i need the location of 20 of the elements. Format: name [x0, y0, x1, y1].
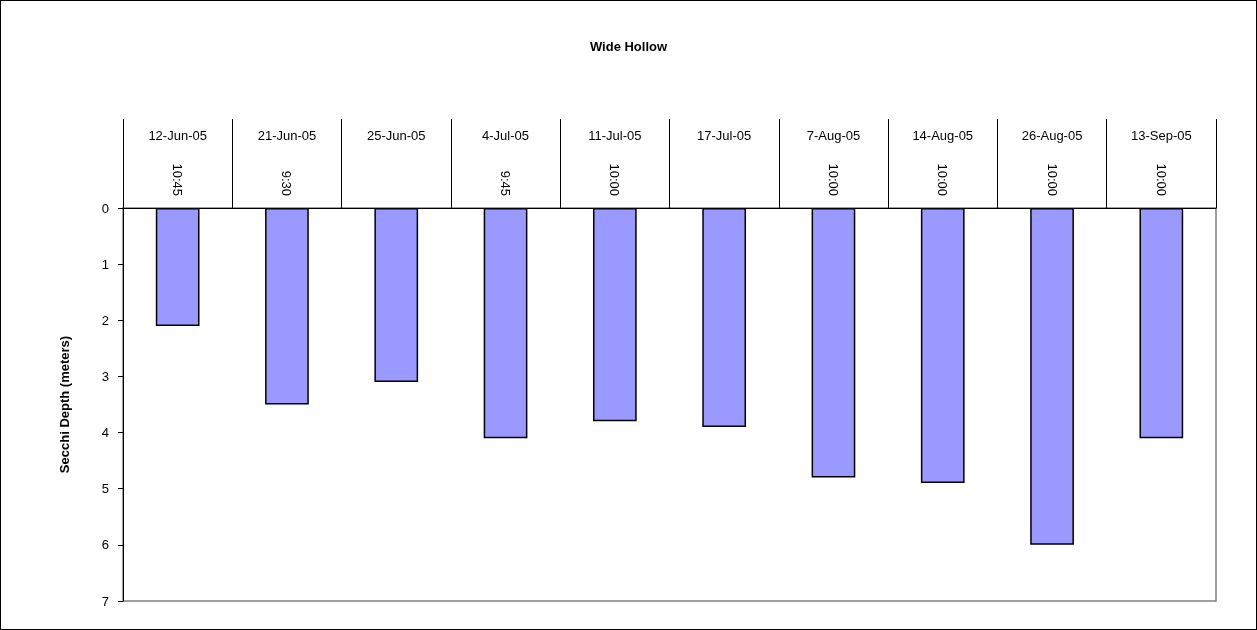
category-label: 4-Jul-05 9:45	[482, 128, 530, 196]
y-tick-label: 4	[101, 425, 109, 441]
x-tick-label: 17-Jul-05	[697, 128, 752, 143]
y-tick-label: 3	[101, 368, 109, 384]
category-label: 26-Aug-05 10:00	[1021, 128, 1083, 196]
category-label: 21-Jun-05 9:30	[257, 128, 317, 196]
x-tick-label: 25-Jun-05	[366, 128, 426, 143]
category-label: 13-Sep-05 10:00	[1130, 128, 1192, 196]
y-tick-label: 5	[101, 481, 109, 497]
y-tick-label: 0	[101, 200, 109, 216]
y-tick-label: 6	[101, 537, 109, 553]
y-tick-label: 7	[101, 593, 109, 609]
category-label: 12-Jun-05 10:45	[148, 128, 207, 196]
category-label: 11-Jul-05 10:00	[588, 128, 642, 196]
y-tick-label: 1	[101, 256, 109, 272]
y-tick-label: 2	[101, 312, 109, 328]
category-label: 14-Aug-05 10:00	[912, 128, 974, 196]
category-label: 7-Aug-05 10:00	[806, 128, 861, 196]
chart-title: Wide Hollow	[589, 39, 668, 54]
y-axis-title: Secchi Depth (meters)	[57, 335, 72, 474]
